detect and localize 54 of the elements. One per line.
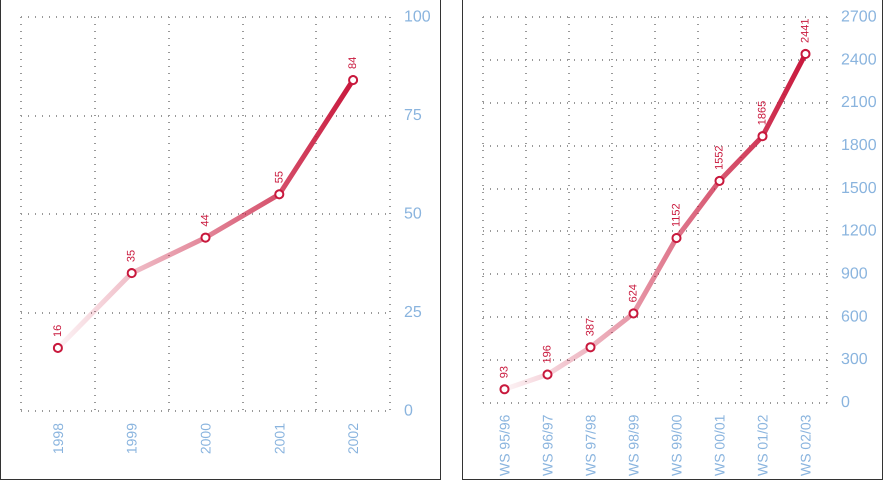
point (126, 268, 137, 278)
data-label: 1552 (714, 145, 726, 170)
data-label: 1152 (670, 203, 682, 228)
x-tick-label: WS 99/00 (668, 414, 684, 476)
y-tick-label: 2400 (841, 51, 877, 68)
x-tick-label: 1998 (50, 422, 66, 454)
y-tick-label: 600 (841, 308, 868, 326)
point (672, 233, 682, 244)
data-label: 84 (347, 56, 360, 70)
x-tick-label: WS 95/96 (496, 414, 512, 476)
y-tick-label: 300 (841, 351, 868, 368)
y-tick-label: 0 (404, 402, 413, 420)
x-tick-label: 2001 (271, 422, 288, 454)
point (500, 384, 510, 394)
point (274, 189, 284, 200)
y-tick-label: 100 (404, 8, 431, 26)
data-label: 35 (126, 250, 138, 262)
data-label: 624 (628, 284, 640, 302)
y-tick-label: 900 (841, 266, 868, 283)
data-label: 93 (498, 366, 510, 378)
point (714, 176, 724, 186)
y-tick-label: 1200 (841, 222, 877, 240)
x-tick-label: 2000 (198, 422, 214, 454)
data-label: 387 (584, 318, 596, 336)
y-tick-label: 50 (404, 206, 422, 222)
point (542, 370, 552, 380)
point (800, 48, 810, 59)
x-tick-label: WS 97/98 (582, 414, 598, 476)
y-tick-label: 1800 (841, 137, 877, 154)
x-tick-label: WS 96/97 (540, 414, 556, 476)
data-label: 16 (52, 324, 64, 337)
point (200, 232, 210, 243)
data-label: 1865 (756, 100, 768, 126)
y-tick-label: 2100 (841, 94, 877, 112)
x-tick-label: WS 02/03 (798, 414, 814, 476)
y-tick-label: 1500 (841, 180, 877, 197)
x-tick-label: WS 98/99 (626, 414, 642, 476)
data-label: 196 (542, 345, 554, 364)
data-label: 44 (200, 214, 212, 227)
x-tick-label: WS 00/01 (712, 414, 728, 476)
y-tick-label: 25 (404, 304, 422, 321)
point (348, 75, 358, 86)
x-tick-label: 1999 (124, 422, 140, 454)
point (758, 131, 768, 142)
point (586, 342, 596, 352)
data-label: 2441 (800, 18, 812, 43)
x-tick-label: 2002 (345, 422, 362, 454)
point (628, 308, 638, 318)
point (52, 342, 63, 353)
data-label: 55 (273, 171, 286, 184)
y-tick-label: 2700 (841, 8, 877, 26)
x-tick-label: WS 01/02 (754, 414, 770, 476)
y-tick-label: 0 (841, 394, 850, 412)
y-tick-label: 75 (404, 107, 422, 124)
